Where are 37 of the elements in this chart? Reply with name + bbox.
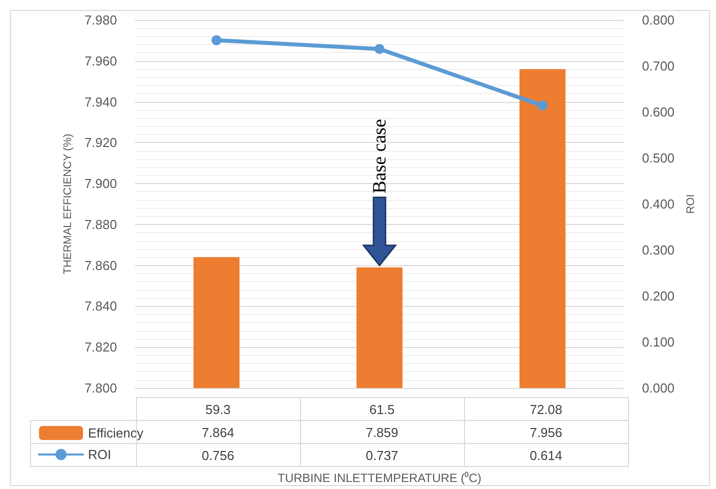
x-tick-label: 72.08 xyxy=(464,398,628,420)
y2-tick-label: 0.000 xyxy=(642,380,675,396)
y-tick-label: 7.860 xyxy=(84,258,117,273)
x-tick-label: 59.3 xyxy=(136,398,300,420)
y-tick-label: 7.800 xyxy=(84,380,117,396)
point xyxy=(212,35,222,46)
y-tick-label: 7.840 xyxy=(84,298,117,314)
y2-tick-label: 0.200 xyxy=(642,288,675,304)
data-label: 0.737 xyxy=(300,444,464,466)
data-label: 7.859 xyxy=(300,420,464,444)
data-label: 0.756 xyxy=(136,444,300,466)
y-tick-label: 7.980 xyxy=(84,12,117,28)
y2-axis-title: ROI xyxy=(684,194,697,214)
x-tick-label: 61.5 xyxy=(300,398,464,420)
y2-tick-label: 0.800 xyxy=(642,12,675,28)
annotation: Base case xyxy=(370,118,390,194)
y-axis-title: THERMAL EFFICIENCY (%) xyxy=(62,134,74,274)
y2-tick-label: 0.500 xyxy=(642,150,675,166)
y-tick-label: 7.820 xyxy=(84,340,117,355)
y-tick-label: 7.960 xyxy=(84,53,117,68)
x-axis-title: TURBINE INLETTEMPERATURE (⁰C) xyxy=(278,471,482,485)
y2-tick-label: 0.300 xyxy=(642,242,675,258)
y2-tick-label: 0.600 xyxy=(642,104,675,120)
data-label: 0.614 xyxy=(464,444,628,466)
legend-label: Efficiency xyxy=(88,426,144,440)
legend-label: ROI xyxy=(88,447,112,462)
y2-tick-label: 0.100 xyxy=(642,334,675,350)
data-label: 7.956 xyxy=(464,420,628,444)
y-tick-label: 7.940 xyxy=(84,94,117,110)
y-tick-label: 7.880 xyxy=(84,216,117,232)
point xyxy=(374,44,384,54)
y2-tick-label: 0.400 xyxy=(642,196,675,212)
y-tick-label: 7.900 xyxy=(84,176,117,192)
y2-tick-label: 0.700 xyxy=(642,58,675,74)
data-label: 7.864 xyxy=(202,424,234,440)
y-tick-label: 7.920 xyxy=(84,135,117,150)
point xyxy=(538,100,548,111)
